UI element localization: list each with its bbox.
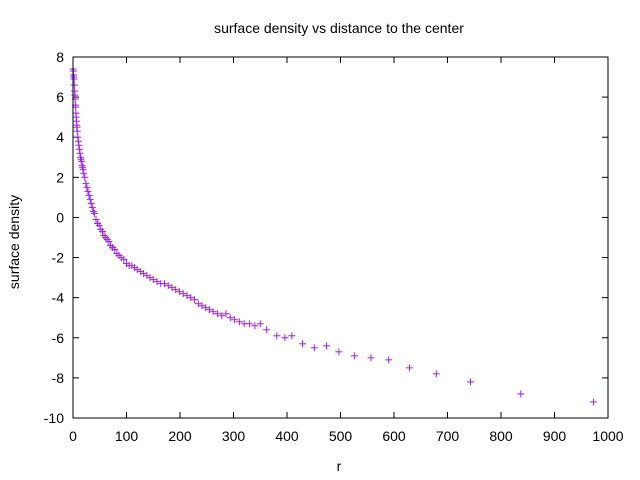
data-point xyxy=(235,318,243,326)
data-point xyxy=(73,127,81,135)
data-point xyxy=(517,390,525,398)
data-point xyxy=(75,145,83,153)
data-point xyxy=(153,278,161,286)
data-point xyxy=(323,342,331,350)
data-point xyxy=(190,296,198,304)
data-point xyxy=(160,280,168,288)
data-point xyxy=(288,332,296,340)
data-point xyxy=(81,173,89,181)
x-tick-label: 900 xyxy=(543,428,567,444)
data-point xyxy=(88,203,96,211)
data-point xyxy=(175,288,183,296)
data-point xyxy=(251,322,259,330)
data-point xyxy=(75,141,83,149)
data-point xyxy=(85,191,93,199)
data-point xyxy=(120,256,128,264)
x-tick-label: 100 xyxy=(115,428,139,444)
data-point xyxy=(194,300,202,308)
y-tick-label: -4 xyxy=(52,290,65,306)
y-tick-label: -8 xyxy=(52,370,65,386)
data-point xyxy=(183,292,191,300)
data-point xyxy=(70,81,78,89)
data-point xyxy=(590,398,598,406)
x-tick-label: 800 xyxy=(489,428,513,444)
data-point xyxy=(273,332,281,340)
data-point xyxy=(83,183,91,191)
data-points xyxy=(69,65,598,406)
x-tick-label: 1000 xyxy=(592,428,623,444)
x-tick-label: 700 xyxy=(436,428,460,444)
data-point xyxy=(226,314,234,322)
data-point xyxy=(218,312,226,320)
data-point xyxy=(87,199,95,207)
data-point xyxy=(281,334,289,342)
data-point xyxy=(84,187,92,195)
data-point xyxy=(367,354,375,362)
data-point xyxy=(179,290,187,298)
x-tick-label: 200 xyxy=(168,428,192,444)
data-point xyxy=(209,308,217,316)
y-tick-label: -6 xyxy=(52,330,65,346)
data-point xyxy=(111,246,119,254)
data-point xyxy=(79,165,87,173)
data-point xyxy=(149,276,157,284)
x-tick-label: 300 xyxy=(222,428,246,444)
data-point xyxy=(335,348,343,356)
data-point xyxy=(172,286,180,294)
data-point xyxy=(256,320,264,328)
data-point xyxy=(74,133,82,141)
data-point xyxy=(231,316,239,324)
data-point xyxy=(70,75,78,83)
data-point xyxy=(246,320,254,328)
y-tick-label: -10 xyxy=(44,410,64,426)
plot-frame xyxy=(72,56,609,419)
data-point xyxy=(432,370,440,378)
data-point xyxy=(406,364,414,372)
y-tick-label: -2 xyxy=(52,250,65,266)
axis-ticks: 0 100 200 300 400 500 600 700 800 900 1000 -10 -8 -6 -… xyxy=(44,49,624,444)
data-point xyxy=(82,179,90,187)
chart-title: surface density vs distance to the cente… xyxy=(214,20,464,36)
data-point xyxy=(310,344,318,352)
data-point xyxy=(95,221,103,229)
data-point xyxy=(105,238,113,246)
y-tick-label: 4 xyxy=(56,129,64,145)
data-point xyxy=(78,157,86,165)
x-tick-label: 400 xyxy=(275,428,299,444)
y-tick-label: 0 xyxy=(56,209,64,225)
data-point xyxy=(187,294,195,302)
data-point xyxy=(299,340,307,348)
data-point xyxy=(222,310,230,318)
data-point xyxy=(198,302,206,310)
data-point xyxy=(74,137,82,145)
data-point xyxy=(90,209,98,217)
x-tick-label: 600 xyxy=(382,428,406,444)
data-point xyxy=(168,284,176,292)
data-point xyxy=(467,378,475,386)
data-point xyxy=(385,356,393,364)
data-point xyxy=(350,352,358,360)
data-point xyxy=(98,227,106,235)
x-axis-label: r xyxy=(337,458,342,474)
data-point xyxy=(202,304,210,312)
data-point xyxy=(76,149,84,157)
data-point xyxy=(92,215,100,223)
x-tick-label: 0 xyxy=(69,428,77,444)
data-point xyxy=(263,326,271,334)
y-axis-label: surface density xyxy=(6,195,22,289)
data-point xyxy=(86,195,94,203)
y-tick-label: 8 xyxy=(56,49,64,65)
y-tick-label: 6 xyxy=(56,89,64,105)
data-point xyxy=(80,169,88,177)
x-tick-label: 500 xyxy=(329,428,353,444)
y-tick-label: 2 xyxy=(56,169,64,185)
data-point xyxy=(213,310,221,318)
data-point xyxy=(205,306,213,314)
data-point xyxy=(164,282,172,290)
